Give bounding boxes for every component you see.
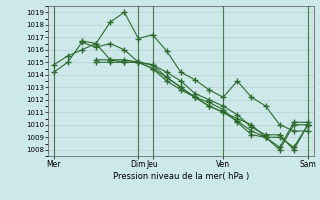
X-axis label: Pression niveau de la mer( hPa ): Pression niveau de la mer( hPa ) (113, 172, 249, 181)
